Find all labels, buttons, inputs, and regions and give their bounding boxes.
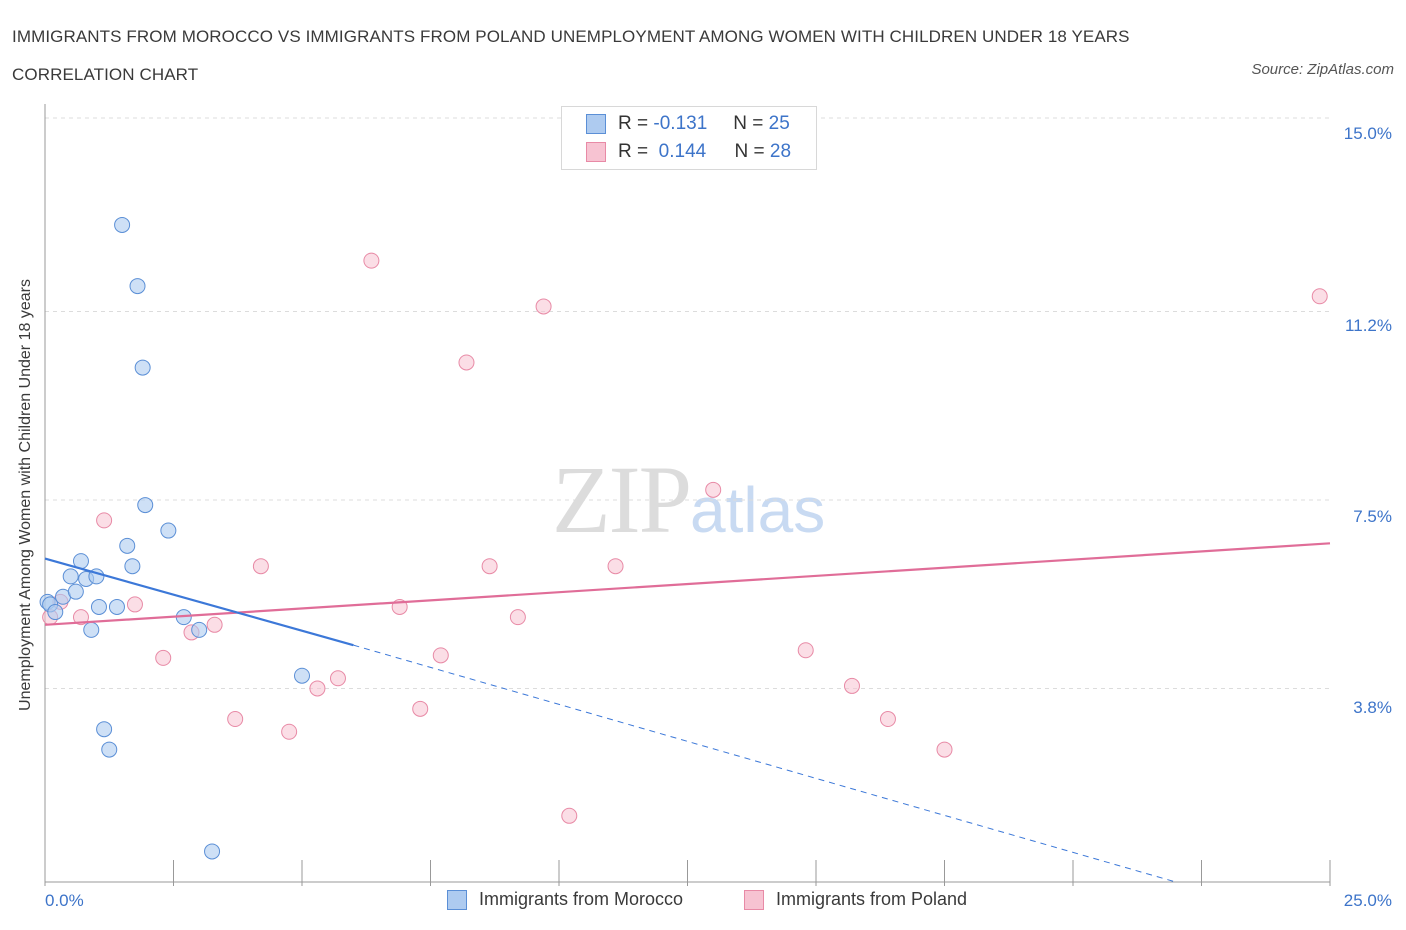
poland-point (329, 670, 346, 687)
legend-n-value: 28 (769, 141, 792, 162)
series-swatch-morocco (447, 889, 467, 910)
poland-point (281, 723, 298, 740)
poland-point (252, 558, 269, 575)
poland-point (432, 647, 449, 664)
poland-point (412, 700, 429, 717)
legend-swatch-poland (586, 142, 606, 162)
poland-point (206, 616, 223, 633)
source-label: Source: ZipAtlas.com (1251, 61, 1394, 78)
morocco-point (204, 843, 221, 860)
morocco-point (294, 667, 310, 684)
poland-point (155, 649, 172, 666)
morocco-trend-line (44, 557, 354, 647)
poland-point (458, 354, 475, 371)
poland-point (607, 558, 624, 575)
morocco-trend-extension (353, 644, 1176, 883)
y-tick-label-11-2: 11.2% (1345, 316, 1392, 335)
legend-row-morocco: R = -0.131 N = 25 (586, 112, 790, 136)
poland-point (561, 807, 578, 824)
y-tick-label-15: 15.0% (1343, 124, 1392, 143)
x-tick-label-max: 25.0% (1343, 891, 1392, 910)
poland-point (72, 609, 89, 626)
morocco-point (124, 558, 141, 575)
morocco-point (67, 583, 84, 600)
y-axis-title: Unemployment Among Women with Children U… (17, 279, 34, 711)
y-tick-label-3-8: 3.8% (1353, 698, 1392, 717)
poland-point (936, 741, 953, 758)
poland-point (535, 298, 552, 315)
series-legend-poland: Immigrants from Poland (744, 889, 967, 910)
chart-title: IMMIGRANTS FROM MOROCCO VS IMMIGRANTS FR… (12, 27, 1130, 84)
series-swatch-poland (744, 889, 764, 910)
legend-n-label: N = (734, 141, 765, 162)
morocco-point (191, 621, 208, 638)
poland-trend-line (44, 542, 1331, 626)
morocco-point (47, 604, 64, 621)
legend-r-label: R = (618, 141, 649, 162)
x-tick-label-min: 0.0% (45, 891, 84, 910)
morocco-point (90, 598, 107, 615)
morocco-point (101, 741, 118, 758)
y-tick-label-7-5: 7.5% (1353, 507, 1392, 526)
poland-point (126, 596, 143, 613)
poland-point (879, 711, 896, 728)
morocco-point (96, 721, 113, 738)
morocco-point (83, 621, 100, 638)
poland-point (843, 677, 860, 694)
legend-n-value: 25 (768, 113, 790, 134)
legend-r-label: R = (618, 113, 649, 134)
morocco-point (129, 278, 146, 295)
morocco-point (108, 598, 125, 615)
poland-point (309, 680, 326, 697)
morocco-point (134, 359, 151, 376)
morocco-point (114, 216, 131, 233)
morocco-point (160, 522, 177, 539)
morocco-point (62, 568, 79, 585)
poland-point (96, 512, 113, 529)
legend-swatch-morocco (586, 114, 606, 134)
series-label-morocco: Immigrants from Morocco (479, 889, 684, 909)
correlation-legend: R = -0.131 N = 25 R = 0.144 N = 28 (561, 106, 817, 170)
legend-n-label: N = (733, 113, 764, 134)
legend-row-poland: R = 0.144 N = 28 (586, 140, 791, 164)
legend-r-value: -0.131 (653, 113, 708, 134)
series-label-poland: Immigrants from Poland (776, 889, 968, 909)
poland-point (705, 481, 722, 498)
poland-point (797, 642, 814, 659)
series-legend-morocco: Immigrants from Morocco (447, 889, 683, 910)
poland-point (363, 252, 380, 269)
poland-point (509, 609, 526, 626)
morocco-point (119, 537, 136, 554)
legend-r-value: 0.144 (658, 141, 707, 162)
poland-point (1311, 288, 1328, 305)
poland-point (481, 558, 498, 575)
morocco-point (137, 497, 154, 514)
poland-point (227, 711, 244, 728)
